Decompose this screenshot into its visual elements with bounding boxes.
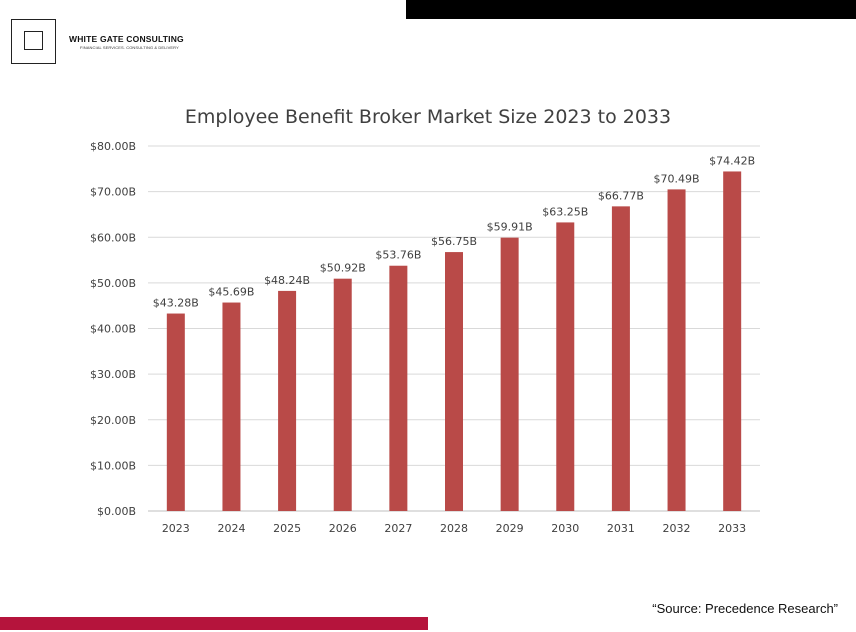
company-logo xyxy=(11,19,56,64)
x-tick-label: 2025 xyxy=(273,522,301,535)
bar xyxy=(278,290,297,511)
y-tick-label: $70.00B xyxy=(90,186,136,199)
y-tick-label: $30.00B xyxy=(90,368,136,381)
bar xyxy=(611,206,630,511)
top-black-bar xyxy=(406,0,856,19)
x-tick-label: 2033 xyxy=(718,522,746,535)
y-tick-label: $40.00B xyxy=(90,323,136,336)
data-label: $63.25B xyxy=(542,205,588,218)
data-label: $70.49B xyxy=(654,172,700,185)
logo-inner-square xyxy=(24,31,43,50)
bar xyxy=(723,171,742,512)
company-name: WHITE GATE CONSULTING xyxy=(69,34,184,44)
data-label: $74.42B xyxy=(709,154,755,167)
data-label: $50.92B xyxy=(320,262,366,275)
bar xyxy=(333,278,352,511)
x-tick-label: 2028 xyxy=(440,522,468,535)
y-tick-label: $50.00B xyxy=(90,277,136,290)
data-label: $48.24B xyxy=(264,274,310,287)
y-tick-label: $10.00B xyxy=(90,459,136,472)
data-label: $43.28B xyxy=(153,297,199,310)
bar xyxy=(389,265,408,511)
data-label: $59.91B xyxy=(487,221,533,234)
bar xyxy=(222,302,241,511)
x-tick-label: 2023 xyxy=(162,522,190,535)
bar xyxy=(445,252,463,511)
chart-title: Employee Benefit Broker Market Size 2023… xyxy=(184,106,672,128)
x-tick-label: 2032 xyxy=(663,522,691,535)
data-label: $66.77B xyxy=(598,189,644,202)
data-label: $53.76B xyxy=(375,249,421,262)
data-label: $56.75B xyxy=(431,235,477,248)
company-tagline: FINANCIAL SERVICES. CONSULTING & DELIVER… xyxy=(80,45,179,50)
x-tick-label: 2029 xyxy=(496,522,524,535)
bar xyxy=(166,313,185,511)
x-tick-label: 2026 xyxy=(329,522,357,535)
y-tick-label: $60.00B xyxy=(90,231,136,244)
data-label: $45.69B xyxy=(208,286,254,299)
x-tick-label: 2031 xyxy=(607,522,635,535)
y-tick-label: $20.00B xyxy=(90,414,136,427)
x-tick-label: 2030 xyxy=(551,522,579,535)
y-tick-label: $80.00B xyxy=(90,140,136,153)
x-tick-label: 2027 xyxy=(384,522,412,535)
bar xyxy=(556,222,575,511)
source-note: “Source: Precedence Research” xyxy=(652,601,838,616)
bar xyxy=(500,237,519,511)
bottom-accent-bar xyxy=(0,617,428,630)
x-tick-label: 2024 xyxy=(217,522,245,535)
bar xyxy=(667,189,686,511)
y-tick-label: $0.00B xyxy=(97,505,136,518)
